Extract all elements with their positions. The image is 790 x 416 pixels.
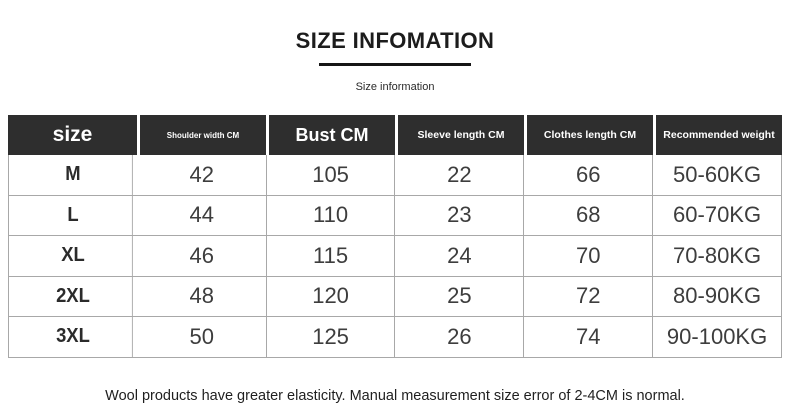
table-cell: 105 — [267, 155, 396, 195]
table-cell: 50 — [138, 317, 267, 357]
table-cell: 26 — [395, 317, 525, 357]
table-cell: 66 — [524, 155, 654, 195]
table-cell: 25 — [395, 276, 525, 316]
table-cell: 23 — [395, 195, 525, 235]
table-cell: 125 — [267, 317, 396, 357]
table-cell: 90-100KG — [653, 317, 782, 357]
table-cell: M — [14, 155, 133, 195]
table-cell: 115 — [267, 236, 396, 276]
table-cell: 110 — [267, 195, 396, 235]
table-cell: 68 — [524, 195, 654, 235]
header-cell-size: size — [8, 115, 137, 155]
table-cell: 70-80KG — [653, 236, 782, 276]
table-cell: L — [14, 195, 133, 235]
header-cell-recommended-weight: Recommended weight — [653, 115, 782, 155]
table-cell: 46 — [138, 236, 267, 276]
table-cell: XL — [14, 236, 133, 276]
table-cell: 3XL — [14, 317, 133, 357]
table-cell: 74 — [524, 317, 654, 357]
header-cell-sleeve-length: Sleeve length CM — [395, 115, 524, 155]
table-row-2xl: 2XL 48 120 25 72 80-90KG — [9, 276, 782, 317]
table-cell: 72 — [524, 276, 654, 316]
header-cell-bust: Bust CM — [266, 115, 395, 155]
table-cell: 50-60KG — [653, 155, 782, 195]
table-cell: 44 — [138, 195, 267, 235]
table-cell: 22 — [395, 155, 525, 195]
title-underline — [319, 63, 471, 66]
table-cell: 48 — [138, 276, 267, 316]
size-table: size Shoulder width CM Bust CM Sleeve le… — [8, 115, 782, 358]
page-subtitle: Size information — [355, 81, 435, 93]
table-row-m: M 42 105 22 66 50-60KG — [9, 155, 782, 196]
table-cell: 42 — [138, 155, 267, 195]
table-row-xl: XL 46 115 24 70 70-80KG — [9, 236, 782, 277]
table-row-3xl: 3XL 50 125 26 74 90-100KG — [9, 317, 782, 358]
table-header-row: size Shoulder width CM Bust CM Sleeve le… — [8, 115, 782, 155]
page-title: SIZE INFOMATION — [295, 28, 495, 53]
footer-note: Wool products have greater elasticity. M… — [105, 388, 685, 404]
table-cell: 60-70KG — [653, 195, 782, 235]
table-cell: 70 — [524, 236, 654, 276]
table-cell: 2XL — [14, 276, 133, 316]
header-cell-clothes-length: Clothes length CM — [524, 115, 653, 155]
table-cell: 80-90KG — [653, 276, 782, 316]
header-cell-shoulder-width: Shoulder width CM — [137, 115, 266, 155]
table-body: M 42 105 22 66 50-60KG L 44 110 23 68 60… — [8, 155, 782, 358]
table-row-l: L 44 110 23 68 60-70KG — [9, 195, 782, 236]
table-cell: 120 — [267, 276, 396, 316]
table-cell: 24 — [395, 236, 525, 276]
